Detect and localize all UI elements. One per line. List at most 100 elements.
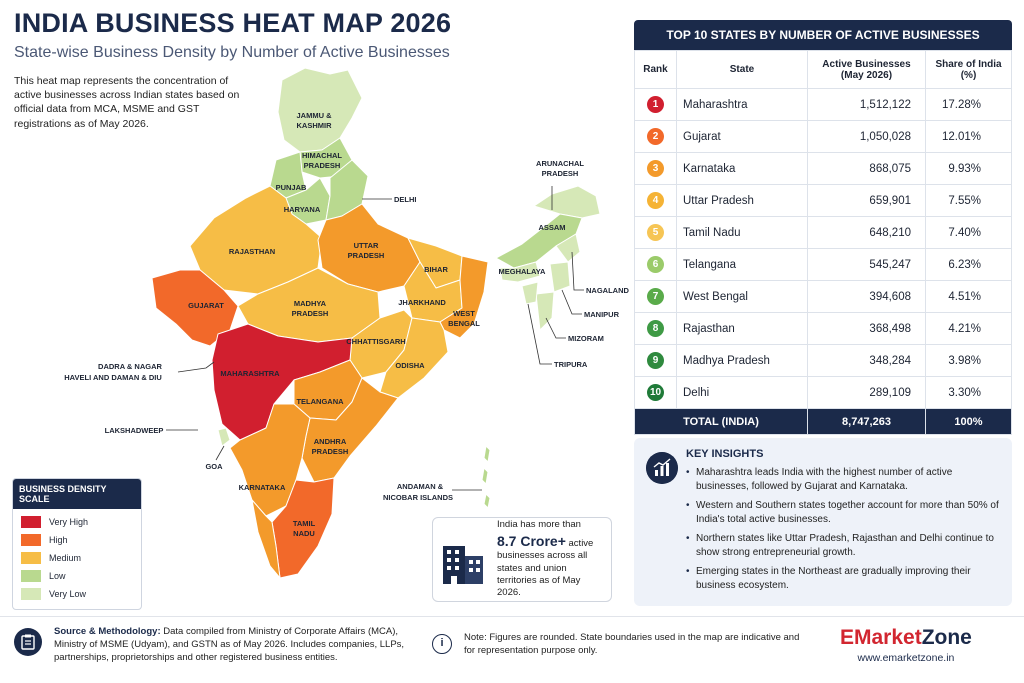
region-mizoram xyxy=(535,291,555,331)
rank-badge: 4 xyxy=(647,192,664,209)
rank-cell: 8 xyxy=(634,312,677,345)
rank-cell: 3 xyxy=(634,152,677,185)
callout-line2: active businesses across all states and … xyxy=(497,537,594,599)
state-cell: Tamil Nadu xyxy=(676,216,808,249)
count-cell: 289,109 xyxy=(807,376,926,409)
density-legend: BUSINESS DENSITY SCALE Very High High Me… xyxy=(12,478,142,610)
label-assam: ASSAM xyxy=(538,223,565,232)
col-rank: Rank xyxy=(634,50,677,89)
region-nagaland xyxy=(555,233,581,263)
region-odisha xyxy=(379,317,449,399)
label-andaman-line1: ANDAMAN & xyxy=(397,482,444,491)
table-row: 6 Telangana 545,247 6.23% xyxy=(634,248,1012,281)
label-andaman-line2: NICOBAR ISLANDS xyxy=(383,493,453,502)
insight-item: Emerging states in the Northeast are gra… xyxy=(686,565,1000,592)
insight-item: Maharashtra leads India with the highest… xyxy=(686,466,1000,493)
total-row: TOTAL (INDIA) 8,747,263 100% xyxy=(634,408,1012,435)
legend-swatch xyxy=(21,516,41,528)
rank-badge: 7 xyxy=(647,288,664,305)
col-state: State xyxy=(676,50,808,89)
share-cell: 7.55% xyxy=(925,184,1012,217)
state-cell: Uttar Pradesh xyxy=(676,184,808,217)
share-cell: 3.30% xyxy=(925,376,1012,409)
label-chhattisgarh: CHHATTISGARH xyxy=(346,337,405,346)
region-meghalaya xyxy=(499,261,541,283)
rank-badge: 3 xyxy=(647,160,664,177)
share-cell: 3.98% xyxy=(925,344,1012,377)
count-cell: 368,498 xyxy=(807,312,926,345)
share-cell: 9.93% xyxy=(925,152,1012,185)
share-cell: 4.51% xyxy=(925,280,1012,313)
page-subtitle: State-wise Business Density by Number of… xyxy=(14,44,450,61)
label-dnh-line2: HAVELI AND DAMAN & DIU xyxy=(64,373,162,382)
label-manipur: MANIPUR xyxy=(584,310,620,319)
footer-divider xyxy=(0,616,1024,617)
brand-logo: EMarketZone xyxy=(840,626,972,650)
rank-cell: 10 xyxy=(634,376,677,409)
region-karnataka xyxy=(229,403,311,517)
col-share: Share of India (%) xyxy=(925,50,1012,89)
rank-badge: 8 xyxy=(647,320,664,337)
state-cell: Delhi xyxy=(676,376,808,409)
state-cell: West Bengal xyxy=(676,280,808,313)
total-share: 100% xyxy=(925,408,1012,435)
region-tripura xyxy=(521,281,539,305)
count-cell: 868,075 xyxy=(807,152,926,185)
legend-label: Very High xyxy=(49,517,89,527)
label-odisha: ODISHA xyxy=(395,361,425,370)
count-cell: 1,512,122 xyxy=(807,88,926,121)
label-goa: GOA xyxy=(205,462,223,471)
label-lakshadweep: LAKSHADWEEP xyxy=(105,426,164,435)
label-arunachal-line1: ARUNACHAL xyxy=(536,159,584,168)
count-cell: 659,901 xyxy=(807,184,926,217)
table-row: 2 Gujarat 1,050,028 12.01% xyxy=(634,120,1012,153)
region-jammu-kashmir xyxy=(277,67,363,153)
page-title: INDIA BUSINESS HEAT MAP 2026 xyxy=(14,8,452,38)
clipboard-icon xyxy=(14,628,42,656)
label-ap-line2: PRADESH xyxy=(312,447,349,456)
count-cell: 348,284 xyxy=(807,344,926,377)
insight-item: Northern states like Uttar Pradesh, Raja… xyxy=(686,532,1000,559)
table-row: 8 Rajasthan 368,498 4.21% xyxy=(634,312,1012,345)
region-west-bengal xyxy=(439,255,489,339)
legend-label: Low xyxy=(49,571,66,581)
brand-logo-rest: Zone xyxy=(921,626,972,649)
label-meghalaya: MEGHALAYA xyxy=(499,267,547,276)
legend-item: High xyxy=(13,531,141,549)
label-telangana: TELANGANA xyxy=(296,397,344,406)
count-cell: 394,608 xyxy=(807,280,926,313)
label-jharkhand: JHARKHAND xyxy=(398,298,446,307)
rank-badge: 10 xyxy=(647,384,664,401)
state-cell: Maharashtra xyxy=(676,88,808,121)
table-row: 3 Karnataka 868,075 9.93% xyxy=(634,152,1012,185)
share-cell: 12.01% xyxy=(925,120,1012,153)
label-tn-line1: TAMIL xyxy=(293,519,316,528)
info-icon: i xyxy=(432,634,452,654)
legend-item: Medium xyxy=(13,549,141,567)
count-cell: 648,210 xyxy=(807,216,926,249)
top-states-table: TOP 10 STATES BY NUMBER OF ACTIVE BUSINE… xyxy=(634,20,1012,435)
table-row: 9 Madhya Pradesh 348,284 3.98% xyxy=(634,344,1012,377)
table-row: 10 Delhi 289,109 3.30% xyxy=(634,376,1012,409)
label-mizoram: MIZORAM xyxy=(568,334,604,343)
state-cell: Telangana xyxy=(676,248,808,281)
label-jk-line2: KASHMIR xyxy=(297,121,333,130)
label-punjab: PUNJAB xyxy=(276,183,307,192)
table-row: 4 Uttar Pradesh 659,901 7.55% xyxy=(634,184,1012,217)
table-row: 5 Tamil Nadu 648,210 7.40% xyxy=(634,216,1012,249)
label-up-line2: PRADESH xyxy=(348,251,385,260)
col-count: Active Businesses (May 2026) xyxy=(807,50,926,89)
legend-swatch xyxy=(21,588,41,600)
brand-logo-em: EMarket xyxy=(840,626,922,649)
brand: EMarketZone www.emarketzone.in xyxy=(840,626,972,664)
callout-highlight: 8.7 Crore+ xyxy=(497,532,566,549)
legend-item: Very Low xyxy=(13,585,141,603)
table-title: TOP 10 STATES BY NUMBER OF ACTIVE BUSINE… xyxy=(634,20,1012,50)
brand-url[interactable]: www.emarketzone.in xyxy=(857,652,955,664)
legend-title: BUSINESS DENSITY SCALE xyxy=(13,479,141,509)
table-row: 7 West Bengal 394,608 4.51% xyxy=(634,280,1012,313)
rank-badge: 6 xyxy=(647,256,664,273)
share-cell: 7.40% xyxy=(925,216,1012,249)
rank-cell: 6 xyxy=(634,248,677,281)
label-tripura: TRIPURA xyxy=(554,360,588,369)
